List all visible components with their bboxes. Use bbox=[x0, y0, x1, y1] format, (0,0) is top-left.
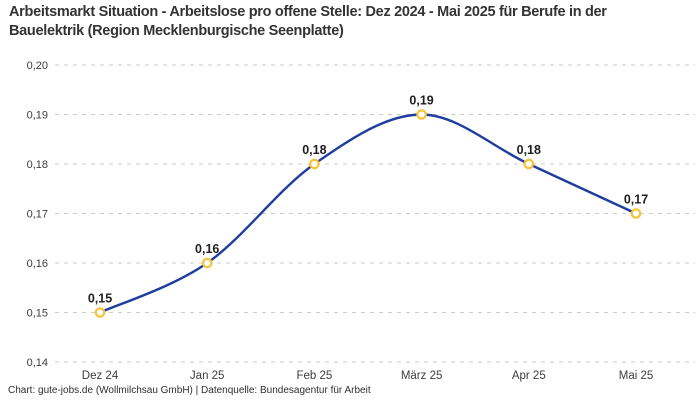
x-axis-tick-label: Mai 25 bbox=[619, 370, 654, 382]
data-point-label: 0,18 bbox=[302, 143, 326, 157]
chart-footer-attribution: Chart: gute-jobs.de (Wollmilchsau GmbH) … bbox=[8, 385, 371, 396]
y-axis-tick-label: 0,20 bbox=[27, 60, 48, 72]
y-axis-tick-label: 0,15 bbox=[27, 308, 48, 320]
y-axis-tick-label: 0,17 bbox=[27, 209, 48, 221]
data-point-marker bbox=[523, 158, 535, 170]
data-point-label: 0,16 bbox=[195, 242, 219, 256]
y-axis-tick-label: 0,14 bbox=[27, 357, 48, 369]
data-point-marker bbox=[309, 158, 320, 170]
data-point-label: 0,18 bbox=[517, 143, 541, 157]
data-point-label: 0,19 bbox=[409, 94, 433, 108]
data-point-marker bbox=[416, 109, 427, 120]
x-axis-tick-label: März 25 bbox=[401, 370, 443, 382]
y-axis-tick-label: 0,16 bbox=[27, 258, 48, 270]
x-axis-tick-label: Jan 25 bbox=[190, 370, 225, 382]
data-point-label: 0,17 bbox=[624, 193, 648, 207]
x-axis-tick-label: Feb 25 bbox=[296, 370, 332, 382]
data-point-marker bbox=[201, 257, 213, 269]
y-axis-tick-label: 0,18 bbox=[27, 159, 48, 171]
x-axis-tick-label: Apr 25 bbox=[512, 370, 546, 382]
data-point-marker bbox=[630, 208, 642, 219]
series-line bbox=[98, 113, 638, 314]
x-axis-tick-label: Dez 24 bbox=[82, 370, 119, 382]
chart-title: Arbeitsmarkt Situation - Arbeitslose pro… bbox=[9, 4, 607, 39]
data-point-marker bbox=[94, 307, 106, 318]
data-point-label: 0,15 bbox=[88, 292, 112, 306]
y-axis-tick-label: 0,19 bbox=[27, 110, 48, 122]
